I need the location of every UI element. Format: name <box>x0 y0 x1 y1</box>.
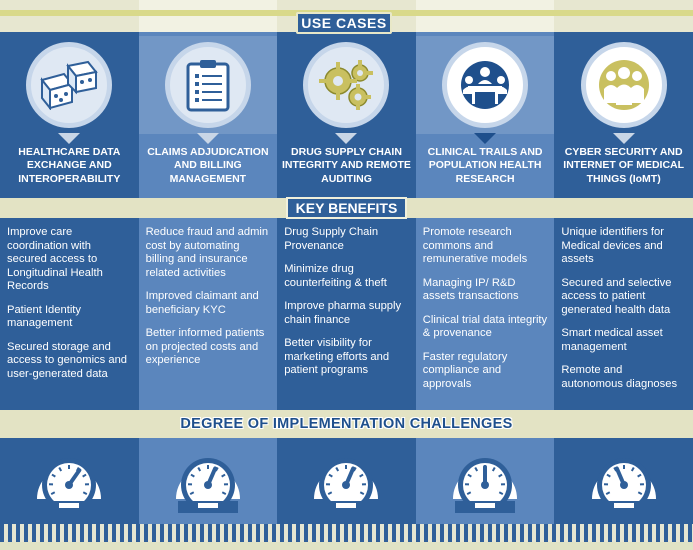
challenges-band: DEGREE OF IMPLEMENTATION CHALLENGES <box>0 410 693 438</box>
use-case-title: DRUG SUPPLY CHAIN INTEGRITY AND REMOTE A… <box>282 145 411 185</box>
gauge-icon <box>591 458 656 513</box>
pointer-triangle <box>335 133 358 144</box>
people-group-icon <box>580 42 667 128</box>
benefit-item: Improve pharma supply chain finance <box>284 300 402 326</box>
gauge-cell <box>0 440 139 522</box>
gauge-cell <box>277 440 416 522</box>
benefit-item: Remote and autonomous diagnoses <box>561 364 678 390</box>
benefit-item: Reduce fraud and admin cost by automatin… <box>145 226 269 279</box>
meeting-icon <box>442 42 529 128</box>
benefits-column: Drug Supply Chain Provenance Minimize dr… <box>277 222 416 408</box>
key-benefits-band: KEY BENEFITS <box>0 197 693 219</box>
benefit-item: Secured storage and access to genomics a… <box>7 340 128 380</box>
gauge-cell <box>416 440 555 522</box>
key-benefits-heading: KEY BENEFITS <box>285 197 408 219</box>
striped-footer <box>0 524 693 542</box>
gauge-icon <box>37 458 102 513</box>
benefit-item: Faster regulatory compliance and approva… <box>422 350 508 390</box>
gauge-icon <box>453 458 518 513</box>
challenges-heading: DEGREE OF IMPLEMENTATION CHALLENGES <box>174 416 519 432</box>
benefit-item: Clinical trial data integrity & provenan… <box>422 313 548 340</box>
benefit-item: Better visibility for marketing efforts … <box>284 337 390 376</box>
use-case-icon-cell <box>138 36 278 144</box>
benefit-item: Minimize drug counterfeiting & theft <box>284 263 387 289</box>
benefit-item: Secured and selective access to patient … <box>561 276 672 316</box>
benefit-item: Better informed patients on projected co… <box>145 327 265 366</box>
use-case-icon-cell <box>415 36 555 144</box>
document-list-icon <box>164 42 251 128</box>
use-case-title: CYBER SECURITY AND INTERNET OF MEDICAL T… <box>563 145 685 185</box>
use-cases-label: USE CASES <box>301 15 387 31</box>
pointer-triangle <box>612 133 635 144</box>
benefits-column: Promote research commons and remunerativ… <box>416 222 555 408</box>
use-case-title: CLINICAL TRAILS AND POPULATION HEALTH RE… <box>427 145 543 185</box>
use-case-icon-cell <box>554 36 693 144</box>
icons-row <box>0 36 693 144</box>
benefit-item: Unique identifiers for Medical devices a… <box>561 226 664 265</box>
pointer-triangle <box>58 133 81 144</box>
benefit-item: Promote research commons and remunerativ… <box>422 226 528 265</box>
gauge-icon <box>314 458 379 513</box>
use-case-title: CLAIMS ADJUDICATION AND BILLING MANAGEME… <box>147 145 269 185</box>
benefit-item: Smart medical asset management <box>561 327 663 353</box>
use-case-titles: HEALTHCARE DATA EXCHANGE AND INTEROPERAB… <box>0 138 693 194</box>
use-cases-heading: USE CASES <box>296 12 392 34</box>
gauge-cell <box>554 440 693 522</box>
benefits-column: Improve care coordination with secured a… <box>0 222 139 408</box>
benefits-column: Unique identifiers for Medical devices a… <box>554 222 693 408</box>
gauges-row <box>0 440 693 522</box>
benefit-item: Patient Identity management <box>7 303 82 330</box>
benefit-item: Drug Supply Chain Provenance <box>284 226 379 252</box>
pointer-triangle <box>196 133 219 144</box>
gauge-icon <box>175 458 240 513</box>
dice-icon <box>26 42 113 128</box>
benefit-item: Improved claimant and beneficiary KYC <box>145 290 259 316</box>
gauge-cell <box>139 440 278 522</box>
benefits-column: Reduce fraud and admin cost by automatin… <box>139 222 278 408</box>
pointer-triangle <box>474 133 497 144</box>
gears-icon <box>303 42 390 128</box>
use-case-icon-cell <box>0 36 139 144</box>
use-case-icon-cell <box>277 36 416 144</box>
benefit-item: Managing IP/ R&D assets transactions <box>422 276 519 303</box>
benefit-item: Improve care coordination with secured a… <box>7 226 103 292</box>
benefits-row: Improve care coordination with secured a… <box>0 222 693 408</box>
use-case-title: HEALTHCARE DATA EXCHANGE AND INTEROPERAB… <box>18 145 121 185</box>
bottom-band <box>0 542 693 550</box>
